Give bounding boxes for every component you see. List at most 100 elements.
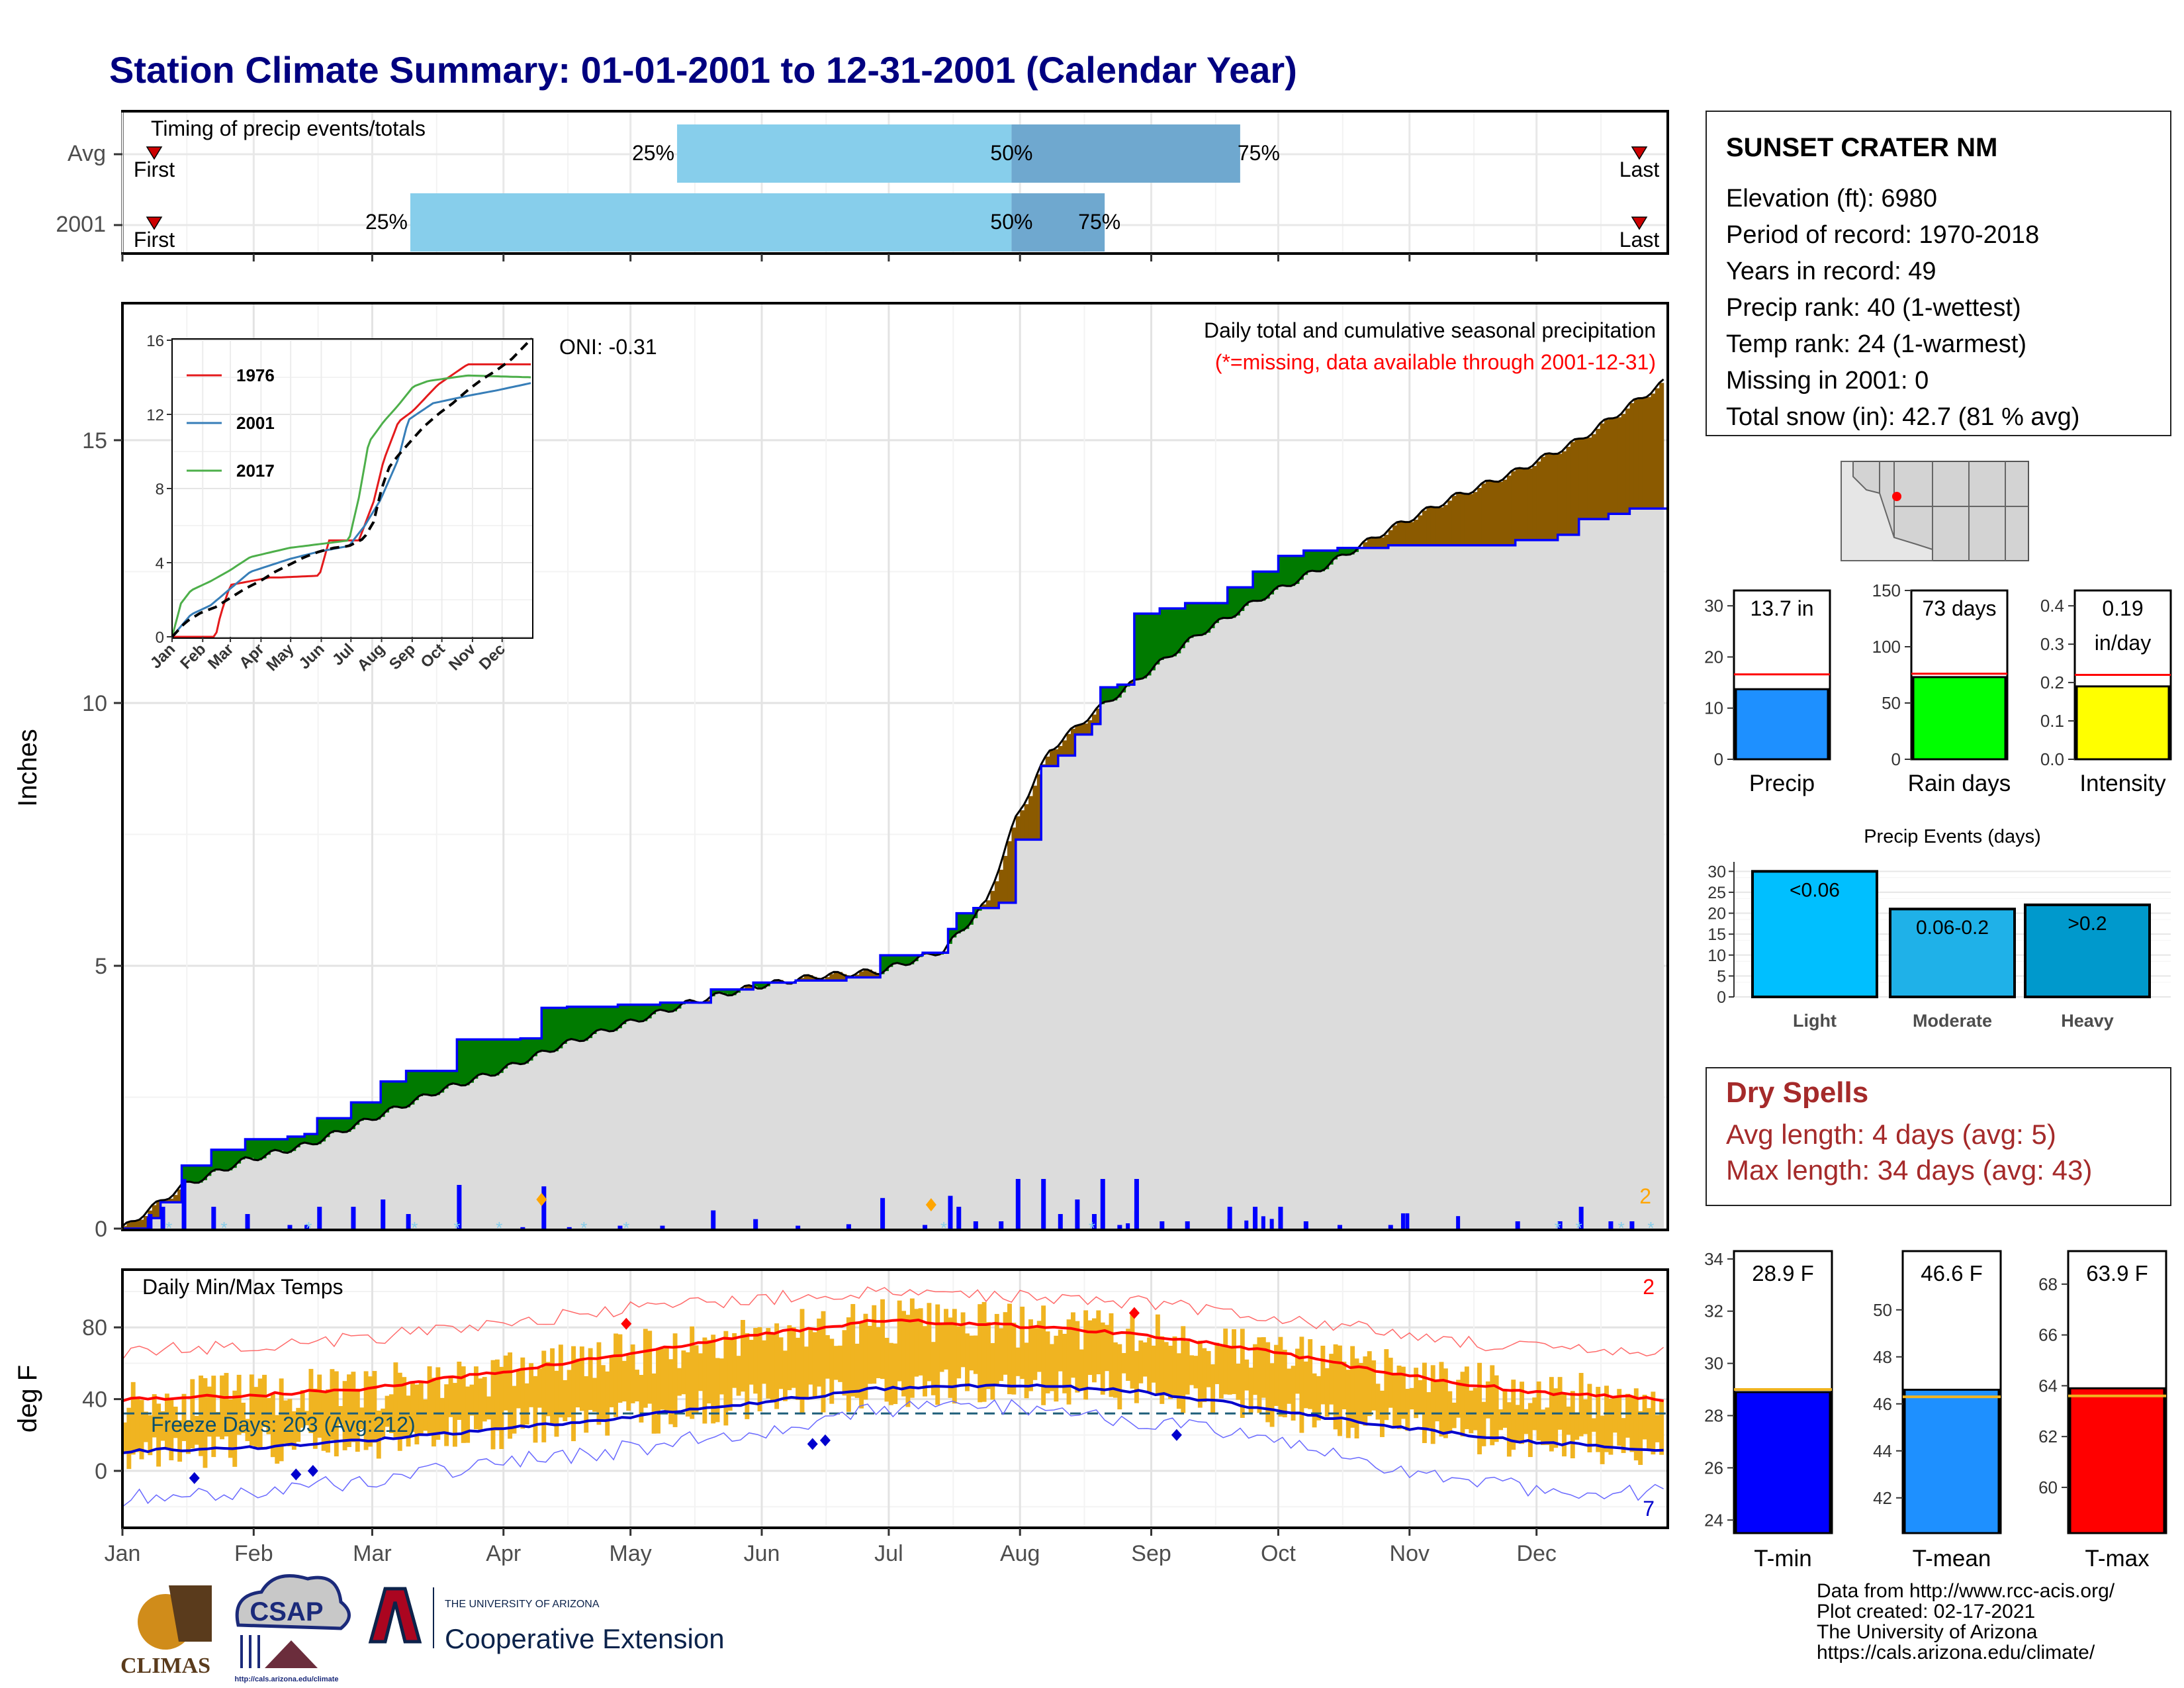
footer-line: The University of Arizona [1817, 1621, 2038, 1643]
precip-daily-bar [948, 1196, 953, 1229]
daily-temp-range-bar [702, 1337, 707, 1424]
daily-temp-range-bar [1396, 1365, 1402, 1429]
precip-base-area [1414, 545, 1419, 1229]
precip-base-area [1163, 657, 1169, 1229]
precip-daily-bar [1269, 1219, 1274, 1229]
precip-base-area [262, 1158, 267, 1229]
daily-temp-range-bar [1562, 1394, 1567, 1457]
daily-temp-range-bar [1155, 1314, 1160, 1395]
precip-deficit-area [859, 971, 864, 978]
daily-temp-range-bar [1464, 1366, 1469, 1429]
precip-base-area [863, 977, 868, 1229]
precip-base-area [1248, 602, 1253, 1229]
precip-base-area [1329, 564, 1334, 1229]
daily-temp-range-bar [326, 1389, 330, 1453]
precip-base-area [575, 1039, 580, 1229]
precip-surplus-area [1206, 603, 1211, 633]
precip-surplus-area [1350, 547, 1355, 555]
daily-temp-range-bar [981, 1301, 987, 1402]
daily-temp-range-bar [888, 1342, 893, 1405]
precip-base-area [1379, 547, 1385, 1229]
precip-base-area [1591, 519, 1596, 1229]
precip-daily-bar [541, 1186, 547, 1229]
csap-bars [240, 1635, 260, 1668]
daily-temp-range-bar [1024, 1342, 1029, 1399]
precip-deficit-area [1375, 538, 1381, 548]
precip-base-area [702, 1002, 707, 1229]
last-event-label: Last [1619, 158, 1660, 181]
precip-base-area [1422, 545, 1427, 1229]
daily-temp-range-bar [1596, 1387, 1601, 1452]
precip-base-area [829, 980, 835, 1229]
precip-daily-bar [923, 1225, 928, 1229]
precip-base-area [1244, 606, 1250, 1229]
timing-bar-q25-q50 [410, 193, 1012, 252]
precip-base-area [1113, 700, 1118, 1229]
precip-deficit-area [1443, 504, 1448, 545]
precip-surplus-area [406, 1070, 411, 1107]
precip-deficit-area [1621, 414, 1626, 514]
daily-temp-range-bar [1163, 1342, 1169, 1395]
precip-base-area [236, 1163, 242, 1229]
precip-deficit-area [999, 869, 1004, 903]
precip-base-area [1553, 539, 1559, 1229]
precip-surplus-area [1278, 555, 1283, 586]
precip-base-area [1011, 902, 1017, 1229]
daily-temp-range-bar [609, 1355, 614, 1407]
daily-temp-range-bar [1574, 1412, 1580, 1440]
precip-base-area [1303, 575, 1308, 1229]
daily-temp-range-bar [973, 1335, 978, 1374]
precip-base-area [478, 1075, 483, 1229]
precip-deficit-area [169, 1198, 174, 1203]
daily-temp-range-bar [181, 1393, 187, 1441]
precip-deficit-area [1007, 841, 1013, 903]
precip-deficit-area [1400, 521, 1406, 545]
daily-temp-range-bar [630, 1344, 635, 1403]
daily-temp-range-bar [1210, 1364, 1215, 1413]
precip-daily-bar [880, 1197, 886, 1229]
precip-base-area [1578, 519, 1584, 1229]
precip-base-area [317, 1144, 322, 1229]
daily-temp-range-bar [461, 1366, 466, 1443]
precip-base-area [1350, 554, 1355, 1229]
missing-snow-marker: * [453, 1218, 460, 1238]
daily-temp-range-bar [486, 1396, 492, 1420]
precip-surplus-area [190, 1165, 195, 1182]
mini-bar-value-label: 0.19 [2102, 596, 2143, 620]
daily-temp-range-bar [960, 1312, 966, 1368]
daily-temp-range-bar [884, 1338, 889, 1402]
missing-snow-marker: * [1618, 1218, 1625, 1238]
record-low-marker [819, 1434, 831, 1446]
precip-surplus-area [236, 1149, 242, 1164]
month-label: Jul [874, 1541, 903, 1566]
record-low-marker [807, 1438, 818, 1450]
precip-base-area [567, 1040, 572, 1229]
precip-surplus-area [359, 1102, 365, 1121]
daily-temp-range-bar [600, 1365, 606, 1420]
precip-base-area [859, 977, 864, 1229]
precip-base-area [1477, 545, 1482, 1229]
precip-base-area [1625, 514, 1631, 1229]
precip-surplus-area [948, 929, 953, 944]
precip-surplus-area [296, 1137, 301, 1148]
precip-daily-bar [1261, 1216, 1265, 1229]
daily-temp-range-bar [126, 1407, 132, 1470]
precip-deficit-area [990, 890, 995, 908]
daily-temp-range-bar [685, 1352, 690, 1417]
precip-surplus-area [410, 1070, 416, 1105]
precip-base-area [1050, 766, 1054, 1229]
precip-base-area [347, 1131, 352, 1229]
precip-surplus-area [397, 1081, 402, 1107]
precip-surplus-area [579, 1006, 584, 1041]
daily-temp-range-bar [1473, 1387, 1478, 1430]
daily-temp-range-bar [1384, 1349, 1389, 1421]
precip-deficit-area [139, 1219, 144, 1229]
daily-temp-range-bar [1633, 1388, 1639, 1461]
precip-base-area [1333, 559, 1338, 1229]
precip-base-area [956, 933, 962, 1229]
precip-base-area [571, 1039, 576, 1229]
precip-base-area [1435, 545, 1440, 1229]
precip-base-area [1189, 637, 1195, 1229]
temp-bar-value-label: 63.9 F [2086, 1261, 2148, 1286]
inset-ytick-label: 16 [146, 332, 164, 350]
